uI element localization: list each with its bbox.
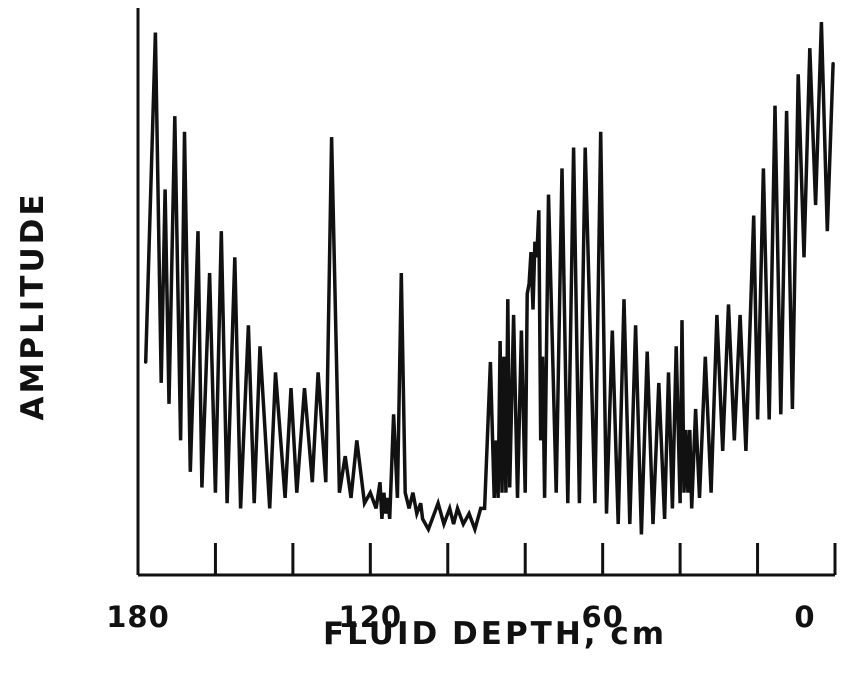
x-axis-ticks (213, 543, 837, 575)
x-tick-label-180: 180 (106, 600, 170, 634)
x-tick-label-60: 60 (581, 600, 624, 634)
y-axis-label: AMPLITUDE (15, 191, 51, 421)
x-tick-label-120: 120 (338, 600, 403, 634)
x-tick-label-0: 0 (794, 600, 816, 634)
x-axis-label: FLUID DEPTH, cm (322, 616, 668, 652)
amplitude-trace (143, 21, 835, 535)
